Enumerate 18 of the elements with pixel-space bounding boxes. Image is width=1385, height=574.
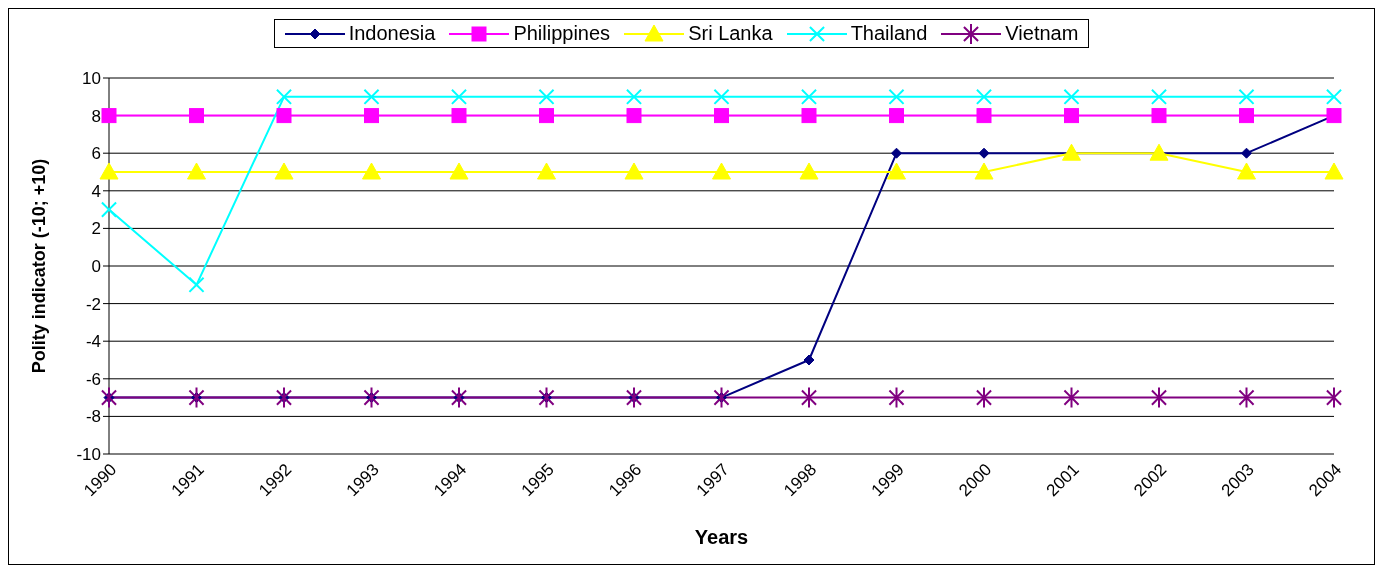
y-tick-label: 2: [91, 219, 101, 239]
y-tick-label: -2: [85, 294, 101, 314]
legend-label: Thailand: [849, 22, 928, 45]
y-tick-label: 8: [91, 106, 101, 126]
legend-label: Philippines: [512, 22, 611, 45]
y-tick-label: 4: [91, 181, 101, 201]
y-tick-label: -6: [85, 369, 101, 389]
x-axis-title: Years: [694, 526, 749, 548]
legend-label: Indonesia: [347, 22, 436, 45]
y-tick-label: 0: [91, 257, 101, 277]
y-tick-label: -4: [85, 332, 101, 352]
legend-label: Sri Lanka: [687, 22, 773, 45]
legend-label: Vietnam: [1004, 22, 1079, 45]
y-tick-label: 10: [82, 69, 101, 89]
y-tick-label: 6: [91, 144, 101, 164]
y-axis-title: Polity indicator (-10; +10): [29, 158, 50, 374]
y-tick-label: -10: [76, 445, 101, 465]
y-tick-label: -8: [85, 407, 101, 427]
